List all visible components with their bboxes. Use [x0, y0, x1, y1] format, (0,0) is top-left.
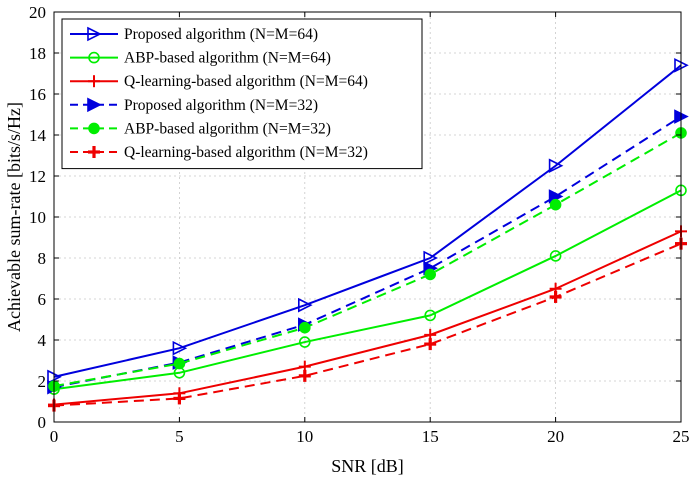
data-point-marker [549, 250, 562, 262]
y-tick-label: 12 [29, 167, 46, 186]
legend-item: Proposed algorithm (N=M=64) [70, 26, 318, 43]
series-3 [48, 225, 687, 411]
data-point-marker [424, 309, 437, 322]
legend-item: Q-learning-based algorithm (N=M=64) [70, 73, 368, 90]
data-point-marker [297, 297, 313, 313]
data-point-marker [172, 340, 188, 356]
data-point-marker [88, 146, 100, 158]
legend-label: Q-learning-based algorithm (N=M=32) [124, 144, 368, 161]
x-axis-label: SNR [dB] [331, 456, 404, 476]
data-point-marker [549, 198, 562, 211]
legend-box [61, 18, 423, 170]
x-tick-label: 25 [673, 427, 690, 446]
data-point-marker [173, 392, 186, 405]
legend-item: Proposed algorithm (N=M=32) [70, 97, 318, 114]
legend-item: Q-learning-based algorithm (N=M=32) [70, 144, 368, 161]
data-point-marker [88, 75, 100, 88]
data-point-marker [423, 250, 438, 266]
data-point-marker [424, 338, 437, 351]
y-tick-label: 2 [38, 372, 47, 391]
y-tick-label: 14 [29, 126, 47, 145]
series-line [53, 189, 682, 391]
data-point-marker [298, 336, 311, 348]
y-tick-label: 18 [29, 44, 46, 63]
y-tick-label: 20 [29, 3, 46, 22]
y-axis-label: Achievable sum-rate [bits/s/Hz] [4, 102, 24, 332]
x-tick-label: 0 [50, 427, 59, 446]
series-line [53, 242, 682, 407]
x-tick-label: 20 [547, 427, 564, 446]
y-tick-label: 16 [29, 85, 46, 104]
data-point-marker [298, 321, 311, 334]
data-point-marker [173, 357, 186, 370]
data-point-marker [88, 122, 100, 135]
series-6 [48, 237, 687, 412]
legend-item: ABP-based algorithm (N=M=64) [70, 50, 331, 67]
series-line [53, 115, 682, 389]
x-tick-label: 10 [296, 427, 313, 446]
data-point-marker [88, 51, 100, 64]
y-tick-label: 0 [38, 413, 47, 432]
y-tick-label: 6 [38, 290, 47, 309]
x-tick-label: 5 [175, 427, 184, 446]
series-line [53, 64, 682, 378]
data-point-marker [87, 97, 102, 113]
legend-label: Proposed algorithm (N=M=32) [124, 97, 318, 114]
series-line [53, 132, 682, 388]
data-point-marker [548, 158, 564, 174]
legend-label: Q-learning-based algorithm (N=M=64) [124, 73, 368, 90]
legend-label: ABP-based algorithm (N=M=64) [124, 50, 331, 67]
data-point-marker [549, 290, 562, 303]
data-point-marker [424, 268, 437, 281]
grid-layer [54, 12, 681, 422]
legend-label: Proposed algorithm (N=M=64) [124, 26, 318, 43]
series-line [53, 230, 682, 406]
y-tick-label: 4 [38, 331, 47, 350]
y-tick-label: 8 [38, 249, 47, 268]
data-point-marker [298, 369, 311, 382]
legend-label: ABP-based algorithm (N=M=32) [124, 120, 331, 137]
x-tick-label: 15 [422, 427, 439, 446]
legend-item: ABP-based algorithm (N=M=32) [70, 120, 331, 137]
legend: Proposed algorithm (N=M=64) ABP-based alg… [61, 18, 423, 170]
data-point-marker [87, 26, 102, 42]
y-tick-label: 10 [29, 208, 46, 227]
tick-layer: 0 5 10 15 20 25 0 2 4 6 8 10 12 14 16 18 20 [29, 3, 690, 446]
